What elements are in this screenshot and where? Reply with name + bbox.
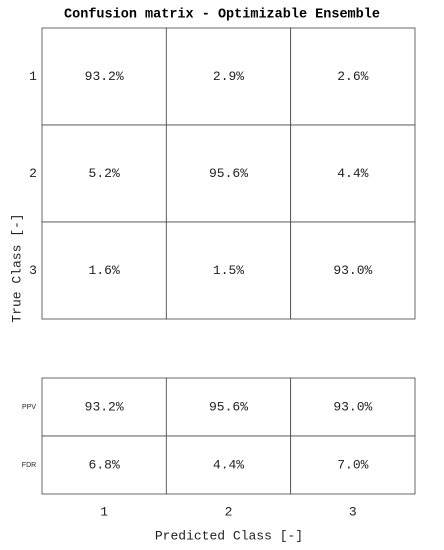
cell-label: 1.6%	[89, 263, 120, 278]
x-tick-label: 2	[225, 504, 233, 519]
x-tick-label: 3	[349, 504, 357, 519]
summary-cell-label: 95.6%	[209, 399, 248, 414]
cell-label: 1.5%	[213, 263, 244, 278]
cell	[41, 221, 167, 320]
cell	[165, 221, 292, 320]
cell	[290, 124, 416, 223]
summary-cell-label: 93.2%	[85, 399, 124, 414]
summary-cell-label: 6.8%	[89, 457, 120, 472]
summary-cell-label: 4.4%	[213, 457, 244, 472]
y-tick-label: 3	[29, 263, 37, 278]
cell-label: 4.4%	[337, 166, 368, 181]
summary-cell-label: 93.0%	[333, 399, 372, 414]
cell	[290, 27, 416, 126]
y-axis-label: True Class [-]	[9, 213, 24, 322]
cell-label: 5.2%	[89, 166, 120, 181]
cell-label: 93.0%	[333, 263, 372, 278]
x-axis-label: Predicted Class [-]	[155, 528, 303, 543]
cell-label: 93.2%	[85, 69, 124, 84]
y-tick-label: 1	[29, 69, 37, 84]
chart-title: Confusion matrix - Optimizable Ensemble	[64, 8, 380, 23]
summary-cell	[165, 435, 292, 495]
summary-row-label: FDR	[22, 462, 36, 469]
cell	[290, 221, 416, 320]
summary-cell-label: 7.0%	[337, 457, 368, 472]
y-tick-label: 2	[29, 166, 37, 181]
cell-label: 2.9%	[213, 69, 244, 84]
summary-cell	[41, 377, 167, 437]
summary-cell	[41, 435, 167, 495]
summary-cell	[290, 435, 416, 495]
cell-label: 2.6%	[337, 69, 368, 84]
summary-cell	[290, 377, 416, 437]
x-tick-label: 1	[100, 504, 108, 519]
summary-row-label: PPV	[22, 404, 36, 411]
cell	[41, 124, 167, 223]
cell	[41, 27, 167, 126]
cell-label: 95.6%	[209, 166, 248, 181]
cell	[165, 27, 292, 126]
cell	[165, 124, 292, 223]
